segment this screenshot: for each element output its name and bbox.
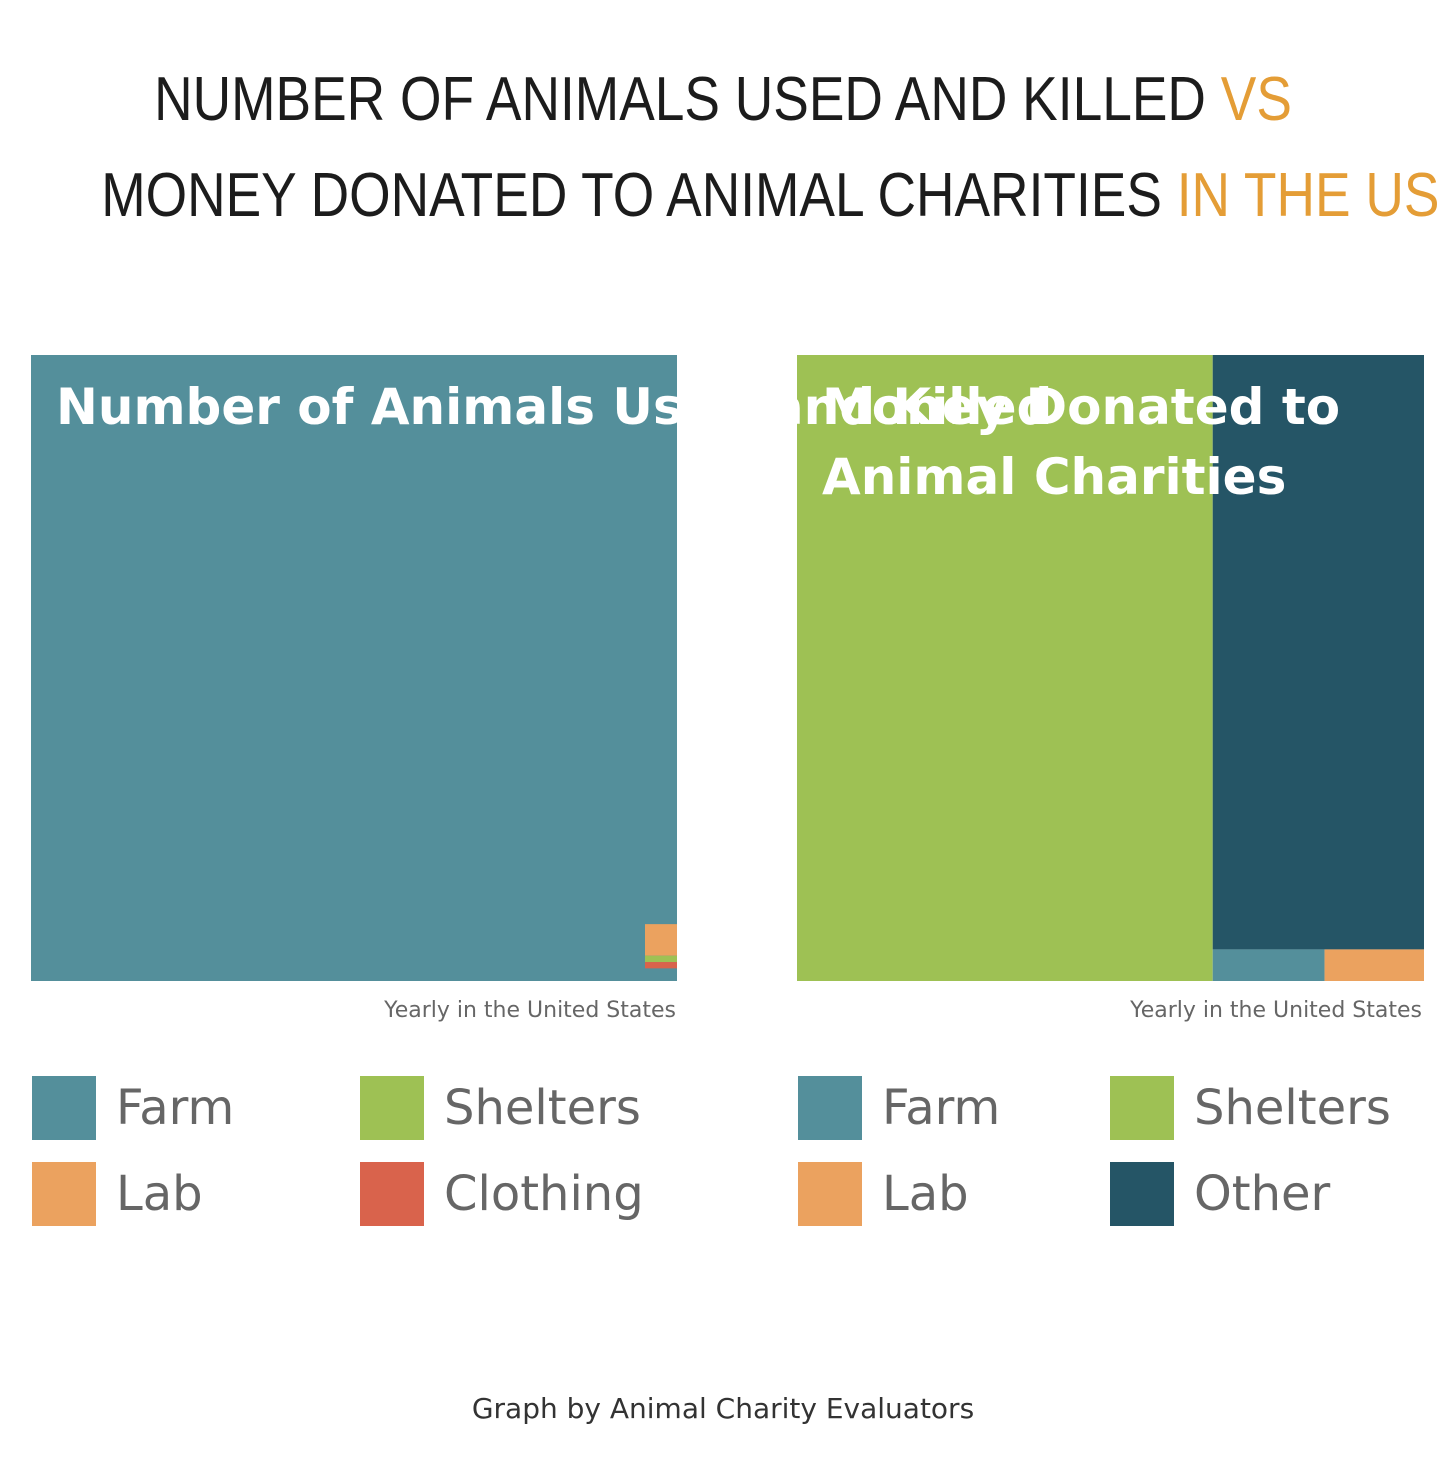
legend-swatch	[360, 1076, 424, 1140]
animals-treemap	[31, 355, 677, 981]
treemap-cell-shelters	[797, 355, 1213, 981]
treemap-cell-shelters	[645, 955, 677, 963]
legend-swatch	[1110, 1076, 1174, 1140]
legend-swatch	[360, 1162, 424, 1226]
page-title-line-1: NUMBER OF ANIMALS USED AND KILLED VS	[101, 52, 1345, 148]
legend-swatch	[1110, 1162, 1174, 1226]
donations-chart-caption: Yearly in the United States	[1130, 998, 1422, 1023]
legend-swatch	[32, 1076, 96, 1140]
page-title-line-2: MONEY DONATED TO ANIMAL CHARITIES IN THE…	[101, 148, 1439, 244]
animals-chart-caption: Yearly in the United States	[384, 998, 676, 1023]
treemap-cell-farm	[31, 355, 677, 981]
donations-treemap	[797, 355, 1424, 981]
animals-chart-title: Number of Animals Used and Killed	[56, 378, 1053, 436]
legend-label: Lab	[882, 1166, 969, 1222]
legend-label: Clothing	[444, 1166, 644, 1222]
legend-swatch	[32, 1162, 96, 1226]
footer-credit: Graph by Animal Charity Evaluators	[471, 1392, 975, 1425]
title-line-1-main: NUMBER OF ANIMALS USED AND KILLED	[154, 65, 1206, 134]
legend-label: Shelters	[1194, 1080, 1391, 1136]
treemap-cell-farm	[1212, 949, 1325, 981]
title-line-2-accent: IN THE US	[1176, 161, 1440, 230]
treemap-cell-lab	[1324, 949, 1424, 981]
donations-chart-title: Money Donated to Animal Charities	[822, 378, 1341, 506]
title-line-1-accent: VS	[1220, 65, 1292, 134]
treemap-cell-other	[1212, 355, 1424, 950]
treemap-cell-lab	[645, 924, 677, 956]
legend-swatch	[798, 1162, 862, 1226]
legend-label: Shelters	[444, 1080, 641, 1136]
legend-label: Farm	[116, 1080, 235, 1136]
legend-label: Farm	[882, 1080, 1001, 1136]
legend-label: Other	[1194, 1166, 1331, 1222]
legend-label: Lab	[116, 1166, 203, 1222]
title-line-2-main: MONEY DONATED TO ANIMAL CHARITIES	[101, 161, 1162, 230]
treemap-cell-clothing	[645, 962, 677, 969]
legend-swatch	[798, 1076, 862, 1140]
